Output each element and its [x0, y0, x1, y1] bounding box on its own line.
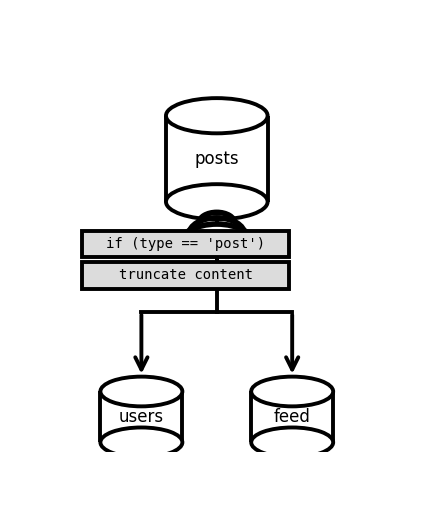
Text: feed: feed — [274, 408, 310, 426]
Bar — [82, 231, 289, 258]
Bar — [100, 392, 182, 442]
Ellipse shape — [166, 184, 268, 219]
Text: if (type == 'post'): if (type == 'post') — [106, 237, 265, 251]
Text: posts: posts — [195, 150, 239, 168]
Ellipse shape — [251, 427, 333, 457]
Bar — [82, 262, 289, 289]
Ellipse shape — [100, 427, 182, 457]
Ellipse shape — [251, 376, 333, 406]
Bar — [251, 392, 333, 442]
Text: users: users — [119, 408, 164, 426]
Text: truncate content: truncate content — [118, 268, 253, 282]
Ellipse shape — [100, 376, 182, 406]
Bar — [166, 116, 268, 202]
Ellipse shape — [166, 98, 268, 133]
